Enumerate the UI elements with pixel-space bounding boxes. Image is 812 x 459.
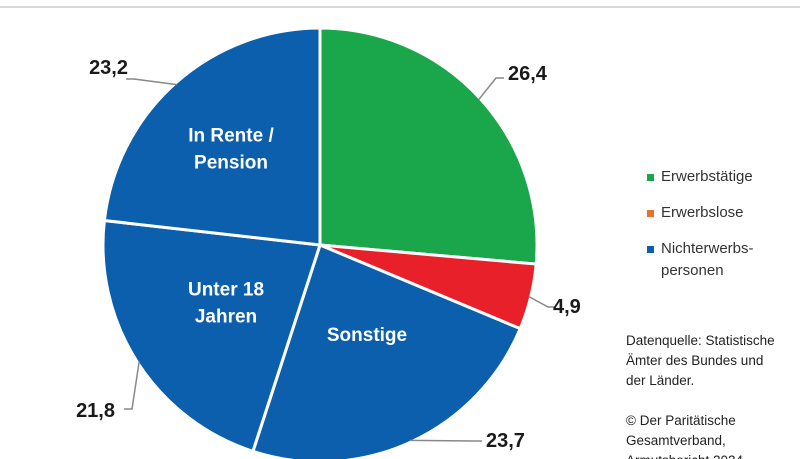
- leader-line: [124, 361, 140, 410]
- legend-swatch: [647, 210, 654, 217]
- slice-inner-label: In Rente / Pension: [188, 126, 274, 174]
- pie-slice: [318, 26, 539, 266]
- legend-item-erwerbslose: Erwerbslose: [647, 202, 781, 224]
- leader-lines: [124, 77, 556, 442]
- value-labels: 26,4 4,9 23,7 21,8 23,2: [76, 57, 581, 452]
- legend-swatch: [647, 246, 654, 253]
- leader-line: [126, 78, 177, 86]
- value-label: 23,2: [89, 57, 128, 79]
- pie-slice: [102, 26, 322, 247]
- value-label: 21,8: [76, 400, 115, 422]
- value-label: 4,9: [553, 296, 581, 318]
- leader-line: [409, 439, 482, 442]
- source-note: Datenquelle: Statistische Ämter des Bund…: [626, 333, 775, 459]
- slice-inner-label: Sonstige: [327, 325, 407, 346]
- legend: Erwerbstätige Erwerbslose Nichterwerbs- …: [647, 166, 781, 296]
- pie-slice: [251, 242, 523, 459]
- legend-label: Erwerbslose: [661, 204, 744, 221]
- legend-label: Nichterwerbs- personen: [661, 240, 754, 279]
- value-label: 23,7: [486, 430, 525, 452]
- slices: [101, 26, 539, 459]
- value-label: 26,4: [508, 63, 548, 85]
- legend-label: Erwerbstätige: [661, 168, 753, 185]
- inner-labels: Sonstige Unter 18 Jahren In Rente / Pension: [188, 126, 407, 347]
- leader-line: [528, 295, 556, 308]
- legend-swatch: [647, 174, 654, 181]
- leader-line: [477, 77, 504, 101]
- legend-item-erwerbstaetige: Erwerbstätige: [647, 166, 781, 188]
- slice-inner-label: Unter 18 Jahren: [188, 280, 264, 328]
- legend-item-nichterwerbspersonen: Nichterwerbs- personen: [647, 238, 781, 282]
- pie-slice: [101, 218, 322, 454]
